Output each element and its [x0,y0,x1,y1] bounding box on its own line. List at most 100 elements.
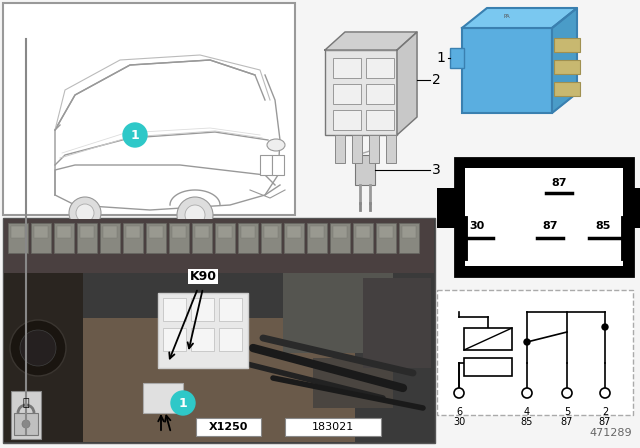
Text: X1250: X1250 [208,422,248,432]
Bar [146,223,166,253]
Text: 5: 5 [564,407,570,417]
Bar [4,273,83,442]
Circle shape [602,324,608,330]
Bar [11,391,41,439]
Bar [215,223,235,253]
Circle shape [171,391,195,415]
Text: 471289: 471289 [589,428,632,438]
Text: 30: 30 [453,417,465,427]
Bar [196,418,261,436]
Bar [31,223,51,253]
Bar [163,328,186,351]
Text: 30: 30 [469,221,484,231]
Bar [356,226,370,238]
Bar [261,223,281,253]
Circle shape [524,339,530,345]
Bar [402,226,416,238]
Ellipse shape [267,139,285,151]
Bar [238,223,258,253]
Circle shape [522,388,532,398]
Bar [54,223,74,253]
Bar [399,223,419,253]
Text: 183021: 183021 [312,422,354,432]
Bar [450,48,464,68]
Bar [14,413,38,435]
Bar [8,223,28,253]
Bar [335,135,345,163]
Bar [123,223,143,253]
Bar [191,328,214,351]
Bar [554,82,580,96]
Bar [330,223,350,253]
Bar [83,318,355,442]
Bar [333,226,347,238]
Text: 2: 2 [602,407,608,417]
Bar [241,226,255,238]
Bar [11,226,25,238]
Text: 1: 1 [131,129,140,142]
Bar [260,155,272,175]
Bar [310,226,324,238]
Bar [287,226,301,238]
Bar [631,188,640,228]
Bar [3,3,295,215]
Bar [376,223,396,253]
Bar [355,155,375,185]
Bar [333,110,361,130]
Bar [57,226,71,238]
Text: 87: 87 [561,417,573,427]
Bar [192,223,212,253]
Bar [100,223,120,253]
Bar [333,84,361,104]
Text: K90: K90 [189,270,216,283]
Bar [34,226,48,238]
Bar [464,358,512,376]
Text: 85: 85 [521,417,533,427]
Bar [353,223,373,253]
Bar [379,226,393,238]
Circle shape [76,204,94,222]
Bar [363,278,431,368]
Text: 1: 1 [179,396,188,409]
Bar [313,358,393,408]
Bar [283,273,393,353]
Bar [3,218,435,443]
Bar [464,328,512,350]
Bar [285,418,381,436]
Circle shape [177,197,213,233]
Bar [554,60,580,74]
Bar [333,58,361,78]
Text: 2: 2 [432,73,441,87]
Bar [264,226,278,238]
Bar [272,155,284,175]
Bar [163,298,186,321]
Bar [191,298,214,321]
Text: 85: 85 [595,221,611,231]
Bar [307,223,327,253]
Bar [455,158,633,276]
Circle shape [454,388,464,398]
Bar [284,223,304,253]
Circle shape [123,123,147,147]
Bar [169,223,189,253]
Bar [369,135,379,163]
Text: 1: 1 [436,51,445,65]
Circle shape [562,388,572,398]
Text: 🔒: 🔒 [22,398,29,408]
Bar [325,50,397,135]
Bar [366,84,394,104]
Bar [103,226,117,238]
Bar [437,290,633,415]
Bar [554,38,580,52]
Bar [437,188,457,228]
Circle shape [20,330,56,366]
Bar [386,135,396,163]
Bar [465,168,623,266]
Bar [218,226,232,238]
Polygon shape [325,32,417,50]
Text: 6: 6 [456,407,462,417]
Text: 87: 87 [542,221,557,231]
Bar [366,110,394,130]
Bar [77,223,97,253]
Bar [126,226,140,238]
